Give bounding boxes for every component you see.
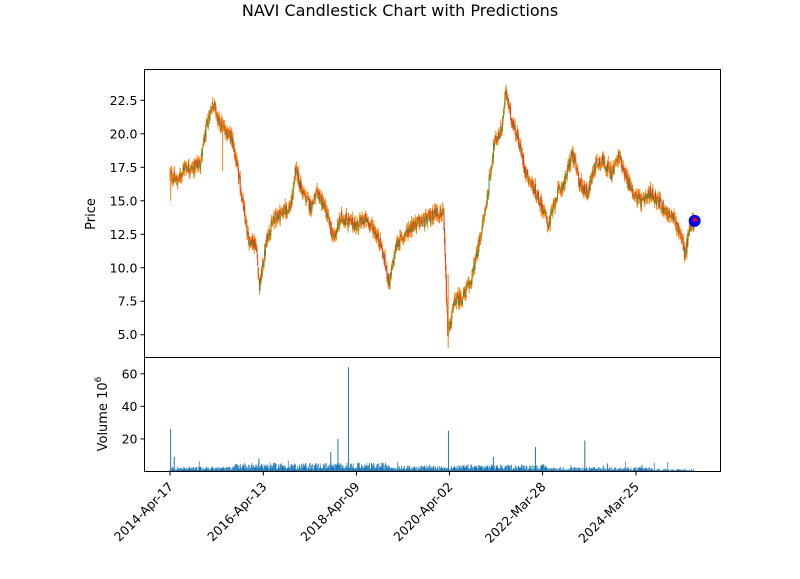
price-y-ticks: 5.0 7.5 10.0 12.5 15.0 17.5 20.0 22.5 [110, 93, 145, 342]
price-y-tick-label: 15.0 [110, 193, 138, 208]
price-y-tick-label: 5.0 [118, 327, 138, 342]
volume-y-label: Volume 106 [94, 376, 111, 451]
volume-y-tick-label: 40 [122, 399, 138, 414]
volume-bars [169, 367, 694, 472]
prediction-marker-red [692, 217, 698, 222]
volume-y-ticks: 20 40 60 [122, 366, 145, 446]
volume-panel: 20 40 60 Volume 106 [94, 357, 721, 472]
price-y-tick-label: 10.0 [110, 260, 138, 275]
x-tick-label: 2014-Apr-17 [111, 479, 176, 544]
volume-axes-frame [144, 357, 721, 472]
volume-y-tick-label: 60 [122, 366, 138, 381]
x-tick-label: 2024-Mar-25 [575, 479, 642, 546]
price-candles [169, 84, 695, 349]
price-y-tick-label: 22.5 [110, 93, 138, 108]
volume-y-tick-label: 20 [122, 431, 138, 446]
price-y-tick-label: 17.5 [110, 160, 138, 175]
price-panel: 5.0 7.5 10.0 12.5 15.0 17.5 20.0 22.5 Price [84, 69, 721, 358]
chart-title: NAVI Candlestick Chart with Predictions [242, 1, 558, 20]
x-tick-label: 2016-Apr-13 [204, 479, 269, 544]
x-tick-label: 2022-Mar-28 [482, 479, 549, 546]
price-y-tick-label: 20.0 [110, 126, 138, 141]
price-y-tick-label: 12.5 [110, 227, 138, 242]
price-y-label: Price [84, 198, 99, 230]
price-y-tick-label: 7.5 [118, 294, 138, 309]
prediction-markers [688, 214, 701, 227]
x-tick-label: 2018-Apr-09 [297, 479, 362, 544]
x-axis-ticks: 2014-Apr-17 2016-Apr-13 2018-Apr-09 2020-Ap… [111, 471, 642, 546]
x-tick-label: 2020-Apr-02 [390, 479, 455, 544]
